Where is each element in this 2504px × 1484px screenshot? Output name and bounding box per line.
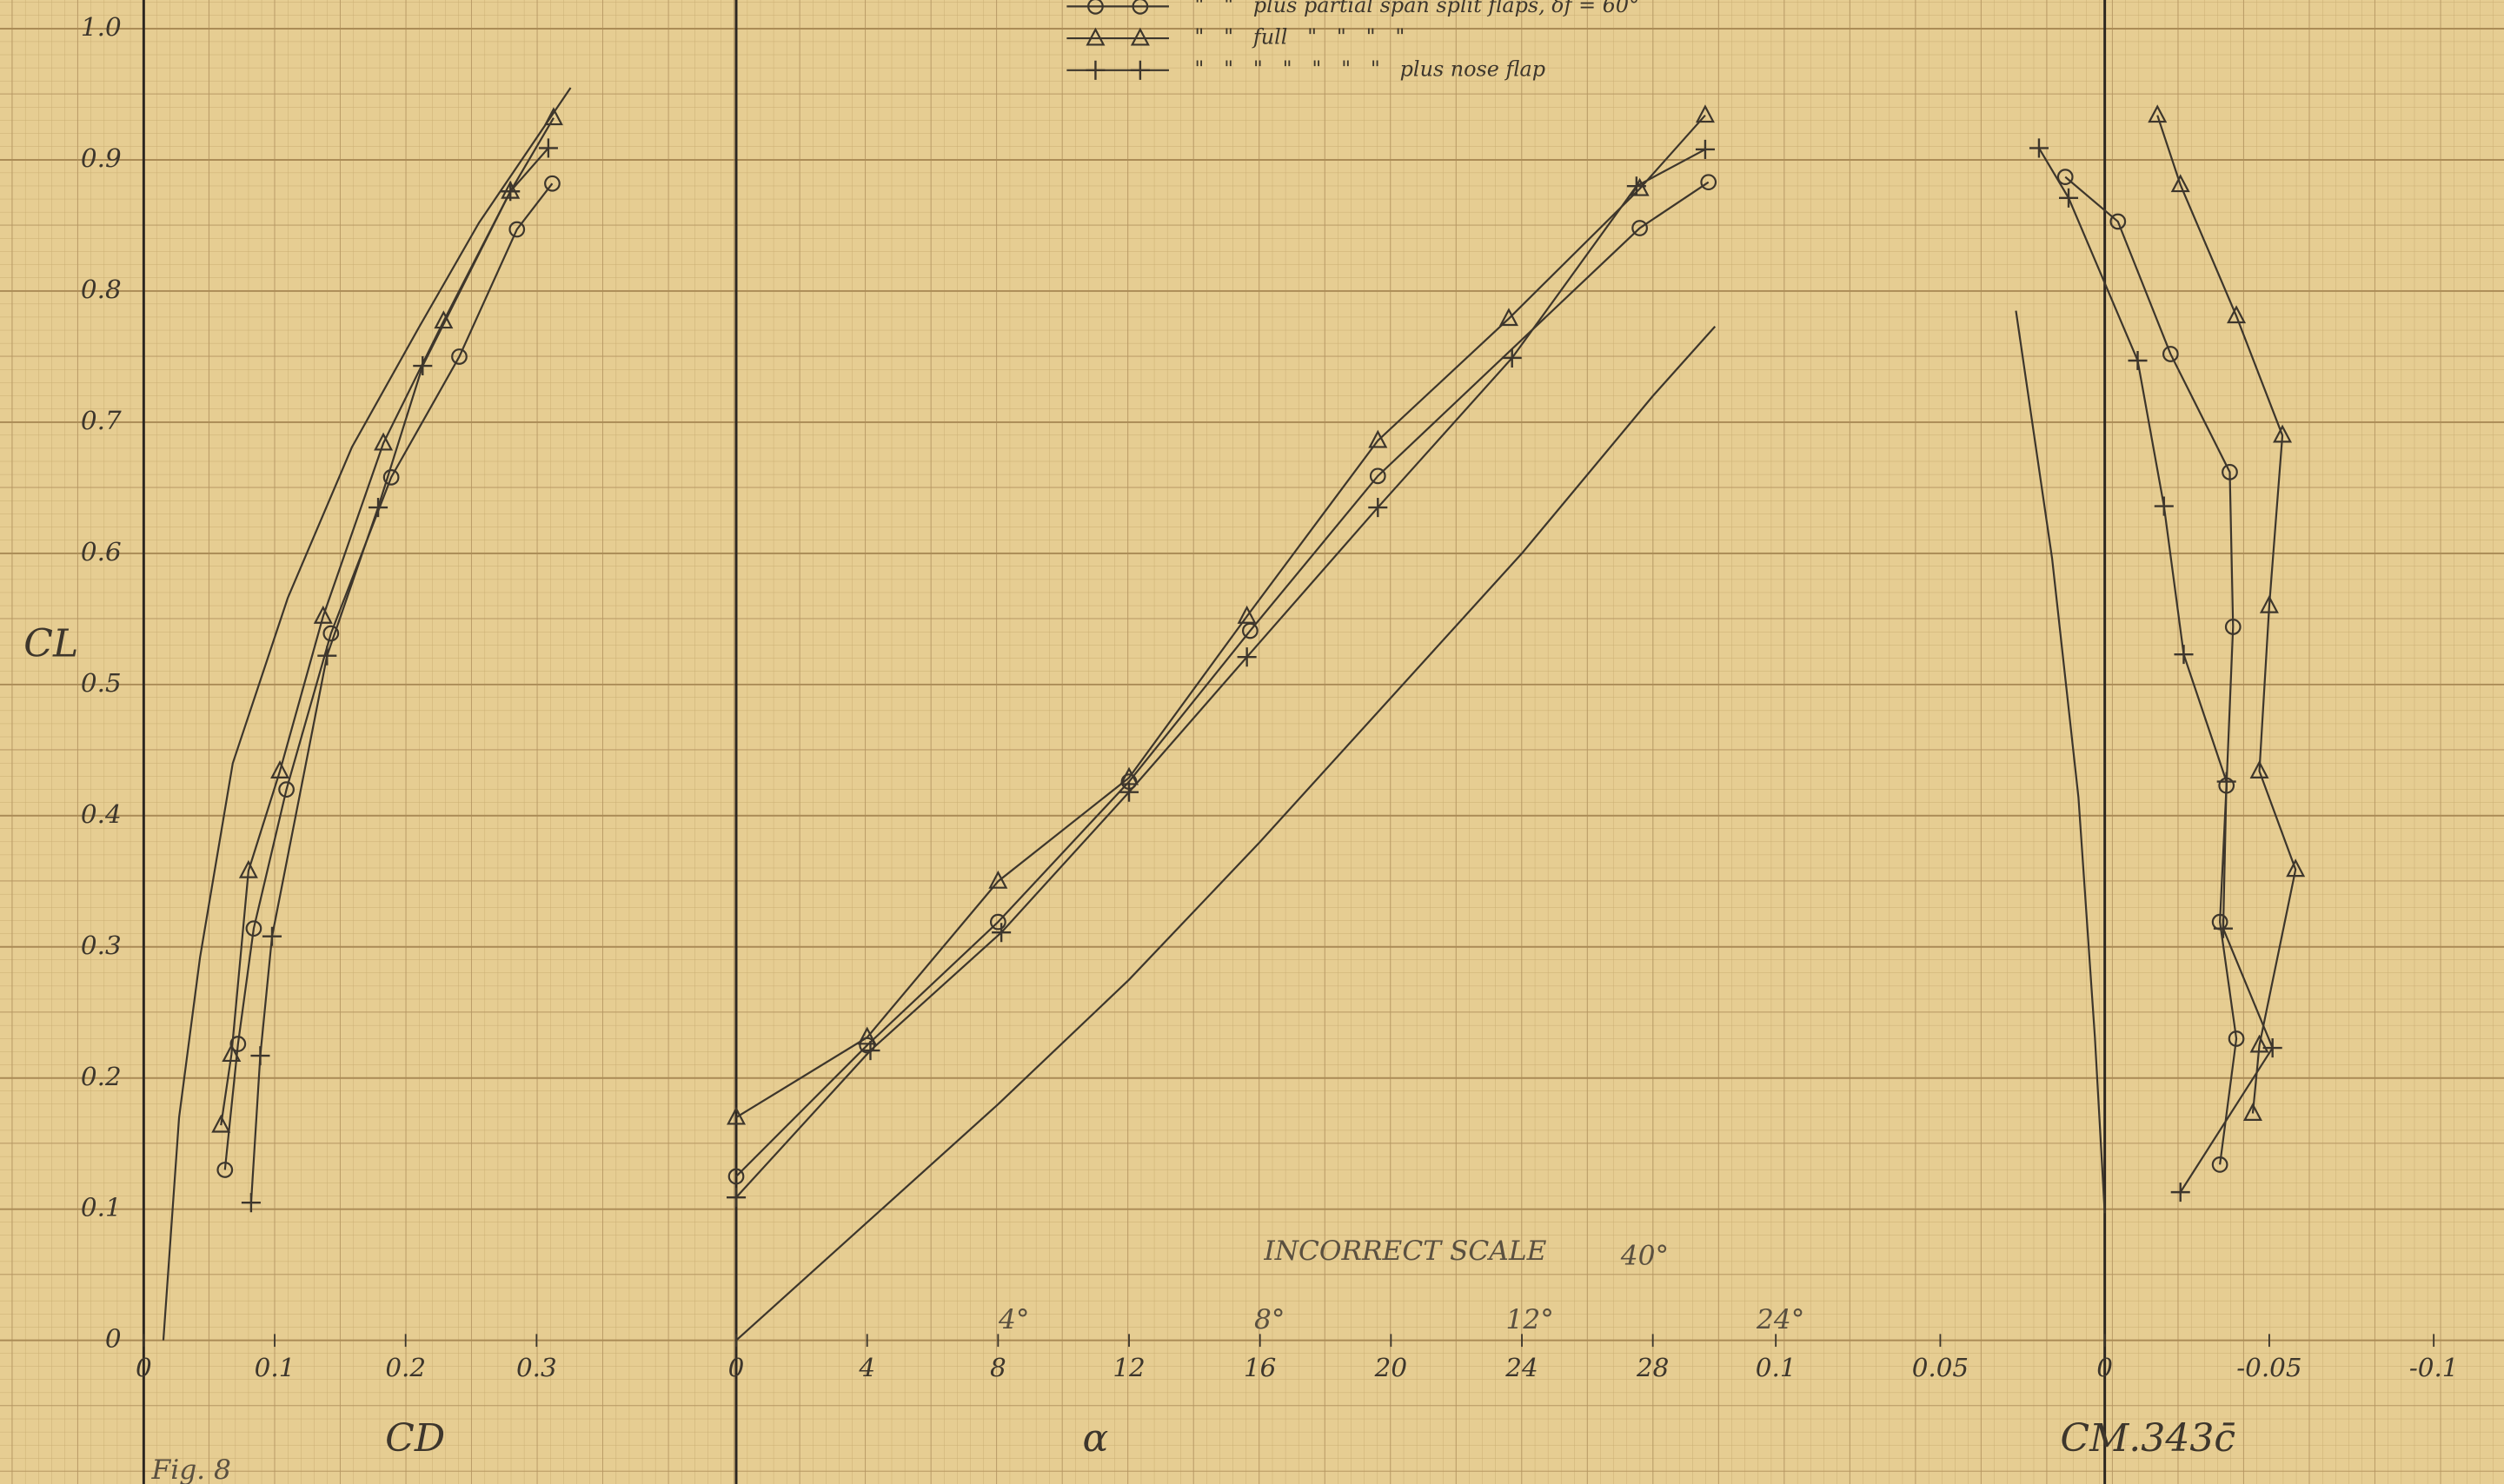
annotation: 8° bbox=[1254, 1304, 1285, 1335]
x-tick-label: 8 bbox=[990, 1353, 1006, 1382]
figure-label: Fig. 8 bbox=[151, 1454, 231, 1484]
x-tick-label: 16 bbox=[1244, 1353, 1276, 1382]
x-axis-label: α bbox=[1083, 1416, 1109, 1461]
x-tick-label: 0 bbox=[728, 1353, 745, 1382]
y-tick-label: 0 bbox=[105, 1324, 122, 1354]
paper-grid-major bbox=[0, 0, 2504, 1484]
annotation: 12° bbox=[1506, 1304, 1554, 1335]
x-tick-label: 20 bbox=[1374, 1353, 1407, 1382]
y-tick-label: 0.7 bbox=[81, 406, 122, 435]
x-axis-label: CM.343c̄ bbox=[2060, 1416, 2235, 1461]
annotation: 24° bbox=[1756, 1304, 1804, 1335]
y-tick-label: 0.9 bbox=[81, 143, 122, 173]
legend-label: " " full " " " " bbox=[1194, 25, 1405, 50]
x-tick-label: 0.1 bbox=[255, 1353, 296, 1382]
y-tick-label: 0.8 bbox=[81, 275, 122, 304]
x-tick-label: 12 bbox=[1113, 1353, 1145, 1382]
annotation: 40° bbox=[1620, 1241, 1669, 1272]
y-axis-label: CL bbox=[23, 621, 78, 666]
y-tick-label: 0.1 bbox=[81, 1193, 122, 1222]
y-tick-label: 0.6 bbox=[81, 537, 122, 566]
x-tick-label: 0.3 bbox=[516, 1353, 557, 1382]
y-tick-label: 0.3 bbox=[81, 931, 122, 960]
y-tick-label: 0.2 bbox=[81, 1062, 122, 1091]
x-tick-label: 4 bbox=[858, 1353, 875, 1382]
y-tick-label: 1.0 bbox=[81, 12, 122, 42]
x-tick-label: 0 bbox=[136, 1353, 152, 1382]
x-tick-label: 0.05 bbox=[1912, 1353, 1969, 1382]
chart: Fig. 8 0 0.1 0.2 0.3 0.4 0.5 0.6 0.7 0.8 0.9 1.0 CL… bbox=[0, 0, 2504, 1484]
x-axis-label: CD bbox=[385, 1416, 445, 1461]
x-tick-label: 28 bbox=[1636, 1353, 1669, 1382]
x-tick-label: 24 bbox=[1504, 1353, 1538, 1382]
annotation: INCORRECT SCALE bbox=[1263, 1236, 1546, 1267]
x-tick-label: 0.2 bbox=[385, 1353, 426, 1382]
legend-label: " " " " " " " plus nose flap bbox=[1194, 56, 1545, 81]
y-tick-label: 0.4 bbox=[81, 799, 122, 829]
page: Lift, drag and moment curves html, body … bbox=[0, 0, 2504, 1484]
x-tick-label: -0.1 bbox=[2409, 1353, 2459, 1382]
body: {"figure_label": "Fig. 8", "chart_data":… bbox=[0, 0, 2504, 1484]
x-tick-label: 0 bbox=[2096, 1353, 2113, 1382]
y-tick-label: 0.5 bbox=[81, 668, 122, 698]
x-tick-label: 0.1 bbox=[1756, 1353, 1797, 1382]
legend-label: " " plus partial span split flaps, δf = … bbox=[1194, 0, 1639, 17]
annotation: 4° bbox=[998, 1304, 1029, 1335]
x-tick-label: -0.05 bbox=[2236, 1353, 2301, 1382]
